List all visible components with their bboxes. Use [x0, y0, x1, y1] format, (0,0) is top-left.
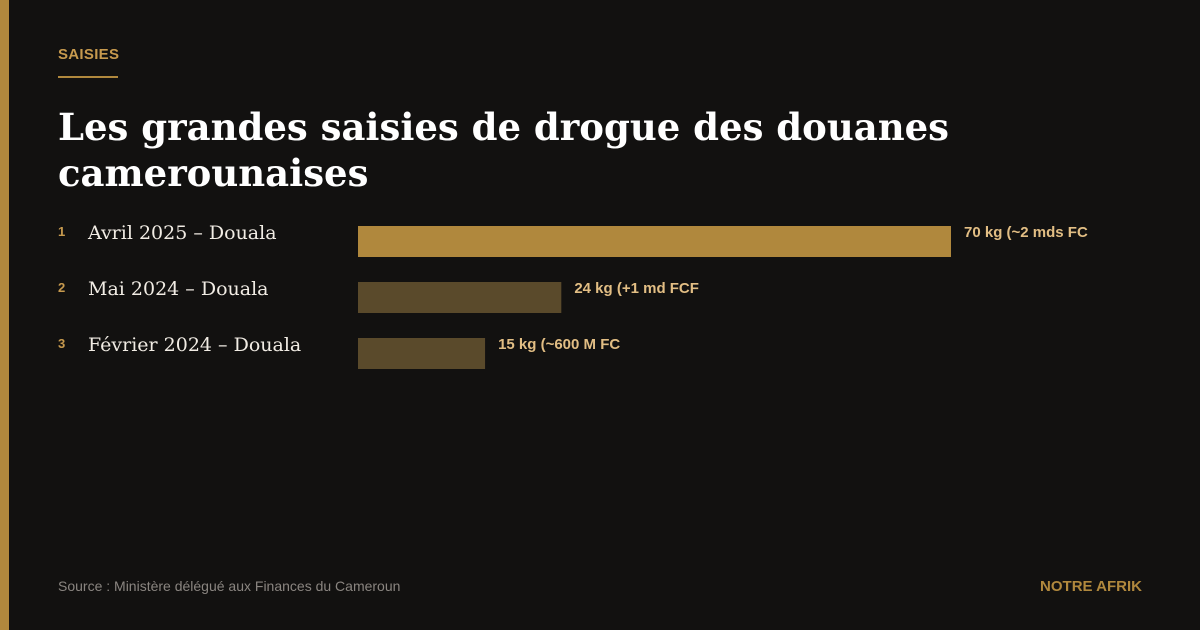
value-label: 24 kg (+1 md FCF: [574, 280, 699, 297]
left-accent-bar: [0, 0, 9, 630]
source-note: Source : Ministère délégué aux Finances …: [58, 578, 401, 594]
value-label: 15 kg (~600 M FC: [498, 336, 620, 353]
kicker-underline: [58, 76, 118, 78]
rank-number: 2: [58, 280, 65, 295]
rank-number: 3: [58, 336, 65, 351]
rank-number: 1: [58, 224, 65, 239]
bar: [358, 338, 486, 369]
chart-title: Les grandes saisies de drogue des douane…: [58, 105, 949, 195]
bar: [358, 282, 562, 313]
brand-logo-text: NOTRE AFRIK: [1040, 578, 1142, 595]
category-label: Avril 2025 – Douala: [87, 222, 277, 244]
value-label: 70 kg (~2 mds FC: [964, 224, 1088, 241]
category-label: Mai 2024 – Douala: [88, 278, 268, 300]
section-kicker: SAISIES: [58, 46, 120, 63]
category-label: Février 2024 – Douala: [88, 334, 301, 356]
bar: [358, 226, 951, 257]
